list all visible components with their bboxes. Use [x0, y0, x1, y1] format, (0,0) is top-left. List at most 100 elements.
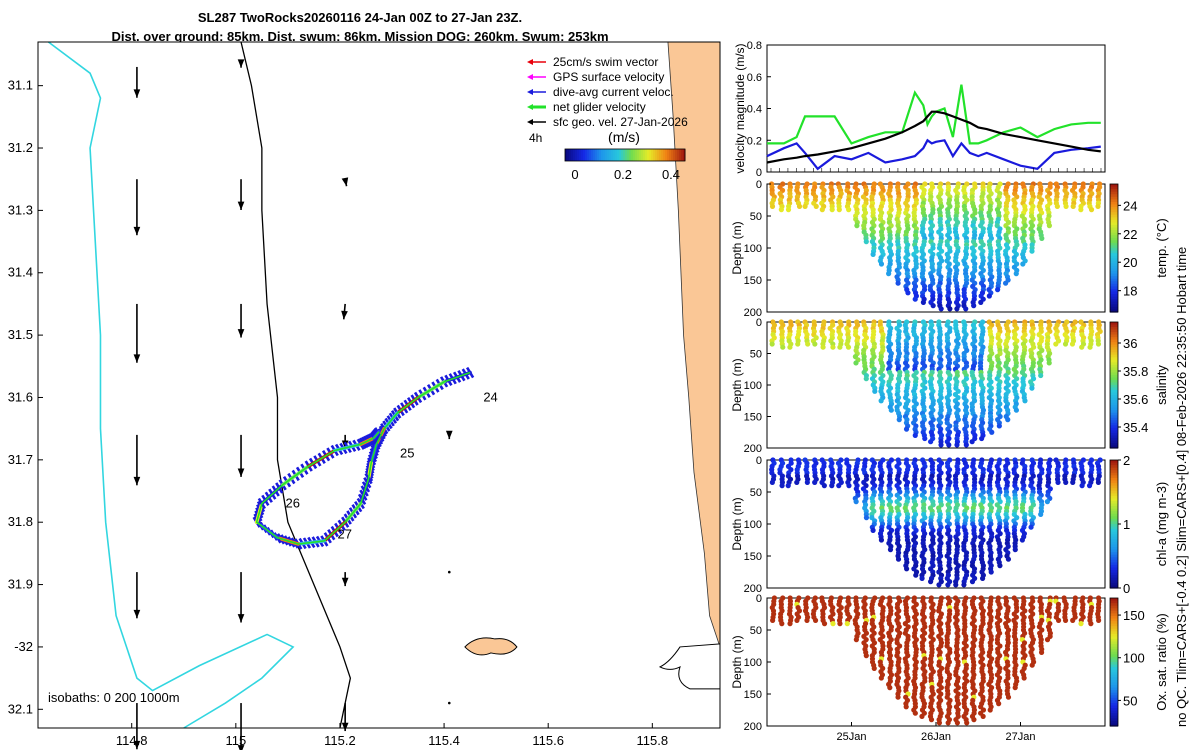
current-arrow-6	[237, 303, 245, 338]
colorbar-cell	[1110, 283, 1118, 287]
map-colorbar-cell	[663, 149, 666, 161]
colorbar-cell	[1110, 516, 1118, 520]
profile-point	[769, 203, 776, 209]
colorbar-cell	[1110, 672, 1118, 676]
profile-point	[1053, 341, 1059, 347]
colorbar-cell	[1110, 718, 1118, 722]
profile-point	[830, 344, 836, 350]
colorbar-cell	[1110, 407, 1118, 411]
map-xtick-label-1: 115	[225, 733, 246, 748]
colorbar-cell	[1110, 713, 1118, 717]
profile-point	[1062, 617, 1069, 624]
colorbar-cell	[1110, 196, 1118, 200]
colorbar-cell	[1110, 567, 1118, 571]
map-frame	[37, 41, 721, 729]
profile-point	[845, 344, 852, 350]
legend-label-4: sfc geo. vel. 27-Jan-2026	[553, 115, 688, 129]
map-colorbar-cell	[625, 149, 628, 161]
profile-point	[963, 442, 969, 448]
colorbar-cell	[1110, 470, 1118, 474]
colorbar-cell	[1110, 352, 1118, 356]
colorbar-cell	[1110, 536, 1118, 540]
profile-point	[812, 479, 818, 485]
section-ytick-label: 200	[744, 307, 762, 319]
colorbar-cell	[1110, 577, 1118, 581]
colorbar-cell	[1110, 557, 1118, 561]
profile-point	[912, 710, 918, 716]
figure-title: SL287 TwoRocks20260116 24-Jan 00Z to 27-…	[0, 8, 720, 46]
colorbar-cell	[1110, 580, 1118, 584]
colorbar-cell	[1110, 518, 1118, 523]
profile-point	[870, 251, 876, 257]
legend-label-1: GPS surface velocity	[553, 70, 664, 84]
colorbar-tick-label: 35.6	[1123, 392, 1148, 407]
profile-point	[946, 442, 952, 448]
current-arrow-15	[447, 570, 451, 574]
colorbar-cell	[1110, 659, 1118, 663]
profile-point	[904, 566, 910, 572]
colorbar-cell	[1110, 526, 1118, 530]
profile-point	[895, 694, 901, 700]
profile-point	[796, 203, 803, 209]
colorbar-cell	[1110, 273, 1118, 277]
colorbar-cell	[1110, 194, 1118, 198]
map-colorbar-cell	[637, 149, 640, 161]
colorbar-cell	[1110, 549, 1118, 553]
profile-point	[769, 341, 775, 347]
vel-ytick-label-2: 0.4	[747, 104, 762, 116]
colorbar-cell	[1110, 608, 1118, 612]
title-line-1: SL287 TwoRocks20260116 24-Jan 00Z to 27-…	[197, 10, 523, 25]
colorbar-label-temp: temp. (°C)	[1154, 218, 1169, 277]
colorbar-cell	[1110, 367, 1118, 371]
colorbar-cell	[1110, 392, 1118, 396]
colorbar-tick-label: 150	[1123, 608, 1145, 623]
profile-point	[1055, 479, 1061, 485]
section-ytick-label: 150	[744, 412, 762, 424]
colorbar-cell	[1110, 667, 1118, 671]
colorbar-tick-label: 22	[1123, 227, 1137, 242]
colorbar-cell	[1110, 369, 1118, 373]
colorbar-cell	[1110, 513, 1118, 517]
profile-point	[1070, 617, 1076, 624]
colorbar-cell	[1110, 559, 1118, 563]
colorbar-cell	[1110, 432, 1118, 436]
section-ytick-label: 200	[744, 443, 762, 455]
isobaths-label: isobaths: 0 200 1000m	[48, 690, 180, 705]
legend-arrowhead-4	[527, 119, 533, 125]
colorbar-frame-salinity	[1109, 321, 1119, 449]
title-line-2: Dist. over ground: 85km. Dist. swum: 86k…	[111, 29, 609, 44]
profile-point	[846, 483, 852, 489]
colorbar-cell	[1110, 610, 1118, 614]
profile-point	[895, 556, 902, 562]
colorbar-cell	[1110, 327, 1118, 331]
profile-point	[780, 344, 786, 350]
coastline	[667, 41, 721, 648]
day-label-3: 27	[338, 527, 352, 542]
section-ytick-label: 200	[744, 721, 762, 733]
profile-point	[778, 207, 784, 213]
colorbar-cell	[1110, 204, 1118, 208]
velocity-series-0	[767, 84, 1101, 145]
colorbar-cell	[1110, 582, 1118, 587]
map-colorbar-cell	[645, 149, 648, 161]
profile-point	[804, 479, 810, 485]
profile-point	[819, 207, 825, 213]
current-arrow-head	[133, 740, 141, 750]
colorbar-cell	[1110, 547, 1118, 551]
map-colorbar-cell	[665, 149, 668, 161]
section-axes-salinity	[766, 321, 1106, 449]
colorbar-cell	[1110, 695, 1118, 699]
section-xtick-label-1: 26Jan	[921, 731, 951, 743]
profile-point	[953, 582, 959, 588]
colorbar-cell	[1110, 422, 1118, 426]
colorbar-tick-label: 20	[1123, 255, 1137, 270]
profile-point	[996, 423, 1002, 429]
profile-point	[1029, 662, 1035, 668]
vel-ytick-label-4: 0.8	[747, 40, 762, 52]
colorbar-cell	[1110, 662, 1118, 666]
colorbar-cell	[1110, 337, 1118, 341]
profile-point	[1096, 617, 1102, 624]
map-colorbar-cell	[601, 149, 604, 161]
colorbar-cell	[1110, 498, 1118, 502]
